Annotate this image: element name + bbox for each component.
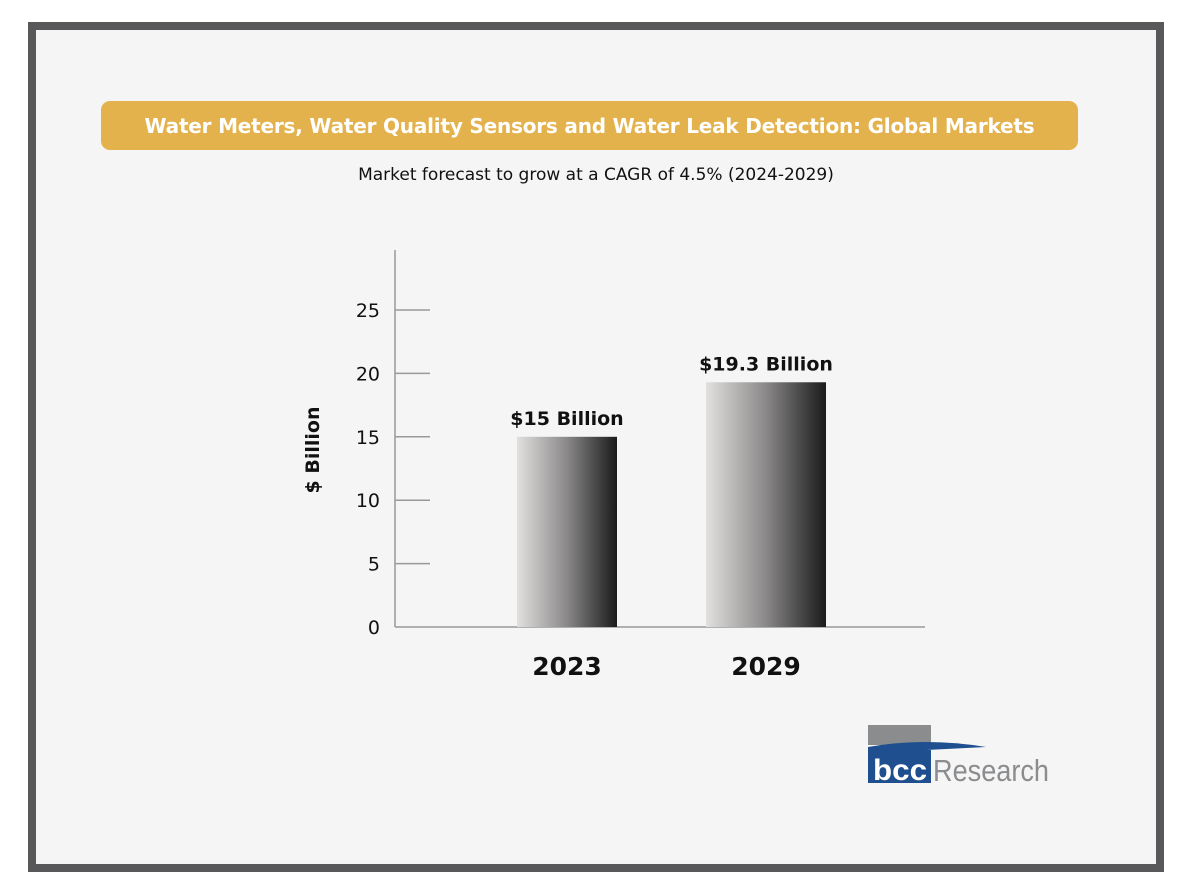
y-axis-label: $ Billion xyxy=(302,407,324,494)
chart-title: Water Meters, Water Quality Sensors and … xyxy=(101,101,1078,150)
data-label: $19.3 Billion xyxy=(699,353,833,375)
chart-subtitle: Market forecast to grow at a CAGR of 4.5… xyxy=(358,165,834,185)
y-tick-label: 10 xyxy=(356,490,380,512)
svg-text:bcc: bcc xyxy=(873,754,927,785)
y-tick-label: 0 xyxy=(368,617,380,639)
bar-2029 xyxy=(706,382,826,627)
y-tick-label: 25 xyxy=(356,300,380,322)
x-tick-label: 2029 xyxy=(731,652,801,681)
bar-2023 xyxy=(517,436,617,627)
bcc-research-logo: bcc Research xyxy=(868,725,1049,785)
data-label: $15 Billion xyxy=(510,408,623,430)
y-tick-label: 15 xyxy=(356,427,380,449)
y-tick-label: 20 xyxy=(356,363,380,385)
y-tick-label: 5 xyxy=(368,554,380,576)
svg-text:Research: Research xyxy=(933,753,1049,785)
x-tick-label: 2023 xyxy=(532,652,602,681)
